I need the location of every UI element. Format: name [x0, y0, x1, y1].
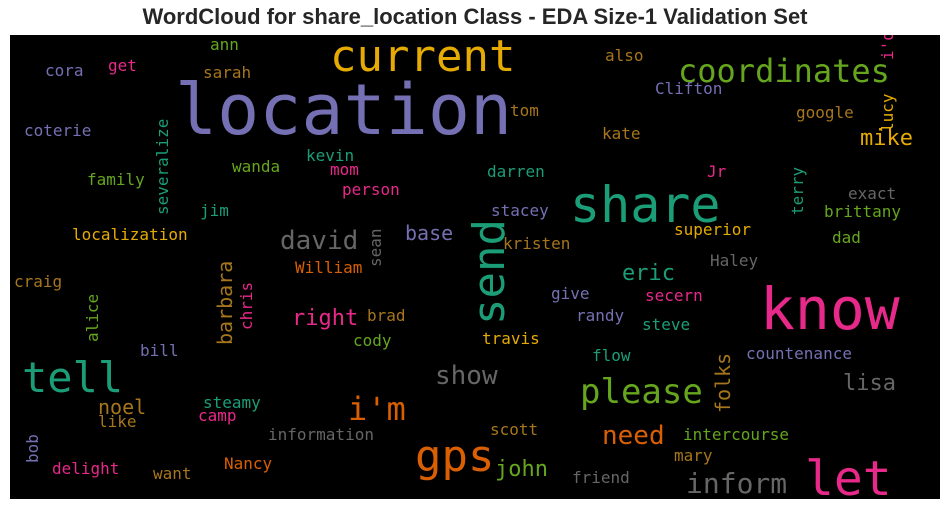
word-give: give — [551, 284, 590, 303]
word-bill: bill — [140, 341, 179, 360]
word-intercourse: intercourse — [683, 425, 789, 444]
word-localization: localization — [72, 225, 188, 244]
word-let: let — [805, 451, 892, 499]
word-jim: jim — [200, 201, 229, 220]
word-bob: bob — [23, 434, 42, 463]
word-brittany: brittany — [824, 202, 902, 221]
word-delight: delight — [52, 459, 120, 478]
word-secern: secern — [645, 286, 703, 305]
word-person: person — [342, 180, 400, 199]
word-current: current — [330, 35, 516, 82]
word-lucy: lucy — [878, 93, 897, 132]
word-kristen: kristen — [503, 234, 571, 253]
word-camp: camp — [198, 406, 237, 425]
word-sarah: sarah — [203, 63, 252, 82]
word-scott: scott — [490, 420, 539, 439]
word-tell: tell — [22, 353, 124, 402]
word-craig: craig — [14, 272, 63, 291]
word-noel: noel — [98, 395, 147, 419]
word-mike: mike — [860, 126, 913, 151]
word-gps: gps — [415, 431, 495, 482]
word-get: get — [108, 56, 137, 75]
word-nancy: Nancy — [224, 454, 273, 473]
word-severalize: severalize — [153, 118, 172, 215]
word-wanda: wanda — [232, 157, 281, 176]
word-know: know — [760, 275, 900, 343]
word-i-m: i'm — [348, 390, 406, 428]
word-family: family — [87, 170, 145, 189]
word-right: right — [292, 306, 359, 331]
word-superior: superior — [674, 220, 752, 239]
word-kevin: kevin — [306, 146, 355, 165]
word-barbara: barbara — [213, 260, 237, 345]
word-stacey: stacey — [491, 201, 549, 220]
word-show: show — [435, 361, 498, 391]
word-lisa: lisa — [843, 371, 896, 396]
word-countenance: countenance — [746, 344, 852, 363]
word-steve: steve — [642, 315, 691, 334]
word-share: share — [570, 176, 721, 234]
word-cody: cody — [353, 331, 392, 350]
word-kate: kate — [602, 124, 641, 143]
word-sean: sean — [366, 228, 385, 267]
word-brad: brad — [367, 306, 406, 325]
word-darren: darren — [487, 162, 545, 181]
word-travis: travis — [482, 329, 540, 348]
word-flow: flow — [592, 346, 631, 365]
word-i-d: i'd — [878, 35, 897, 60]
word-ann: ann — [210, 35, 239, 54]
word-coterie: coterie — [24, 121, 92, 140]
word-alice: alice — [83, 293, 102, 342]
word-mary: mary — [674, 446, 713, 465]
word-mom: mom — [330, 160, 359, 179]
word-steamy: steamy — [203, 393, 261, 412]
word-inform: inform — [686, 467, 788, 499]
word-base: base — [405, 221, 454, 245]
word-friend: friend — [572, 468, 630, 487]
word-information: information — [268, 425, 374, 444]
word-randy: randy — [576, 306, 625, 325]
word-please: please — [580, 372, 703, 412]
word-clifton: Clifton — [655, 79, 723, 98]
word-william: William — [295, 258, 363, 277]
word-dad: dad — [832, 228, 861, 247]
word-google: google — [796, 103, 854, 122]
word-chris: chris — [237, 281, 256, 330]
word-john: john — [495, 457, 548, 482]
word-want: want — [153, 464, 192, 483]
word-coordinates: coordinates — [678, 52, 890, 90]
word-folks: folks — [711, 352, 735, 413]
word-need: need — [602, 421, 665, 451]
word-tom: tom — [510, 101, 539, 120]
word-cora: cora — [45, 61, 84, 80]
word-haley: Haley — [710, 251, 759, 270]
word-eric: eric — [622, 261, 675, 286]
chart-title: WordCloud for share_location Class - EDA… — [142, 4, 808, 29]
word-also: also — [605, 46, 644, 65]
word-david: david — [280, 226, 359, 256]
wordcloud-canvas: location current coordinates share know let te… — [10, 35, 940, 499]
word-terry: terry — [788, 166, 807, 215]
word-exact: exact — [848, 184, 897, 203]
word-jr: Jr — [707, 162, 727, 181]
word-like: like — [98, 412, 137, 431]
word-location: location — [175, 69, 513, 151]
